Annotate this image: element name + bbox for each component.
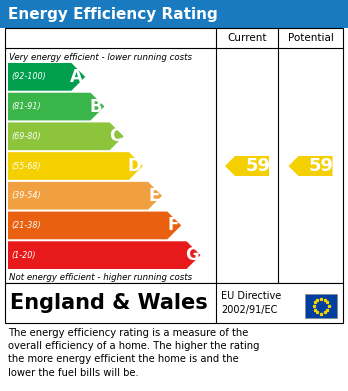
Text: Not energy efficient - higher running costs: Not energy efficient - higher running co…: [9, 273, 192, 283]
Text: E: E: [149, 187, 160, 205]
Text: A: A: [70, 68, 83, 86]
Text: Energy Efficiency Rating: Energy Efficiency Rating: [8, 7, 218, 22]
Text: (55-68): (55-68): [11, 161, 41, 170]
Text: B: B: [90, 98, 102, 116]
Text: EU Directive: EU Directive: [221, 291, 281, 301]
Text: 59: 59: [245, 157, 270, 175]
Text: (21-38): (21-38): [11, 221, 41, 230]
Bar: [0, 0, 348, 28]
Polygon shape: [8, 212, 181, 239]
Polygon shape: [8, 93, 104, 120]
Polygon shape: [8, 182, 162, 210]
Text: (81-91): (81-91): [11, 102, 41, 111]
Text: (69-80): (69-80): [11, 132, 41, 141]
Text: (39-54): (39-54): [11, 191, 41, 200]
Text: D: D: [127, 157, 141, 175]
Bar: [5, 283, 343, 323]
Text: Potential: Potential: [287, 33, 333, 43]
Polygon shape: [8, 122, 124, 150]
Text: 59: 59: [309, 157, 334, 175]
Polygon shape: [8, 241, 200, 269]
Polygon shape: [8, 63, 85, 91]
Text: 2002/91/EC: 2002/91/EC: [221, 305, 277, 315]
Text: Current: Current: [227, 33, 267, 43]
Text: The energy efficiency rating is a measure of the
overall efficiency of a home. T: The energy efficiency rating is a measur…: [8, 328, 260, 378]
Text: England & Wales: England & Wales: [10, 293, 208, 313]
Polygon shape: [225, 156, 269, 176]
Text: (1-20): (1-20): [11, 251, 35, 260]
Text: (92-100): (92-100): [11, 72, 46, 81]
Bar: [305, 294, 337, 318]
Text: F: F: [168, 217, 179, 235]
Bar: [5, 28, 343, 283]
Polygon shape: [288, 156, 332, 176]
Text: G: G: [185, 246, 198, 264]
Text: C: C: [109, 127, 121, 145]
Polygon shape: [8, 152, 143, 180]
Text: Very energy efficient - lower running costs: Very energy efficient - lower running co…: [9, 52, 192, 61]
